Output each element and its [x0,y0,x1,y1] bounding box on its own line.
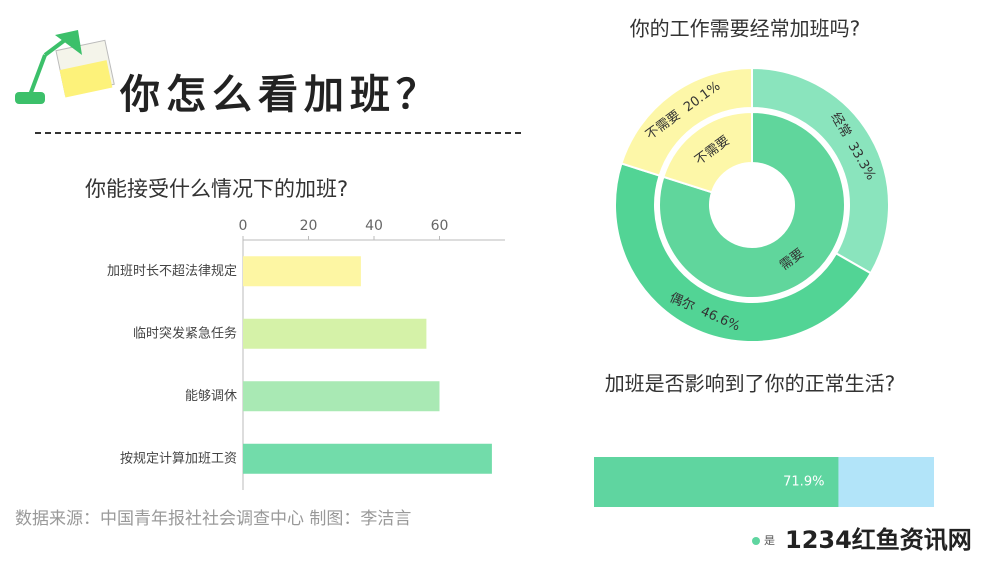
x-tick-label: 60 [431,218,449,234]
bar [243,318,427,349]
header-title: 你怎么看加班？ [119,72,442,118]
stacked-segment [594,457,839,507]
x-tick-label: 20 [300,218,318,234]
stacked-segment [838,457,934,507]
source-note: 数据来源：中国青年报社社会调查中心 制图：李洁言 [15,509,411,529]
chart-title: 你能接受什么情况下的加班? [85,177,348,201]
bar [243,443,492,474]
value-label: 71.9% [783,475,824,490]
legend-swatch [752,537,760,545]
category-label: 按规定计算加班工资 [120,451,237,466]
donut-segment [620,66,753,177]
chart-title: 你的工作需要经常加班吗? [630,17,861,41]
chart-title: 加班是否影响到了你的正常生活? [605,372,896,396]
category-label: 加班时长不超法律规定 [107,264,237,279]
x-tick-label: 40 [365,218,383,234]
lamp-icon [15,30,115,104]
legend-label: 是 [764,534,775,547]
bar [243,256,361,287]
donut-segment [658,110,846,299]
category-label: 临时突发紧急任务 [133,325,237,341]
donut-segment [662,110,753,194]
x-tick-label: 0 [239,218,248,234]
donut-segment [751,66,890,275]
donut-segment [614,162,873,343]
bar [243,381,440,412]
watermark: 1234红鱼资讯网 [785,526,972,554]
category-label: 能够调休 [185,389,237,404]
